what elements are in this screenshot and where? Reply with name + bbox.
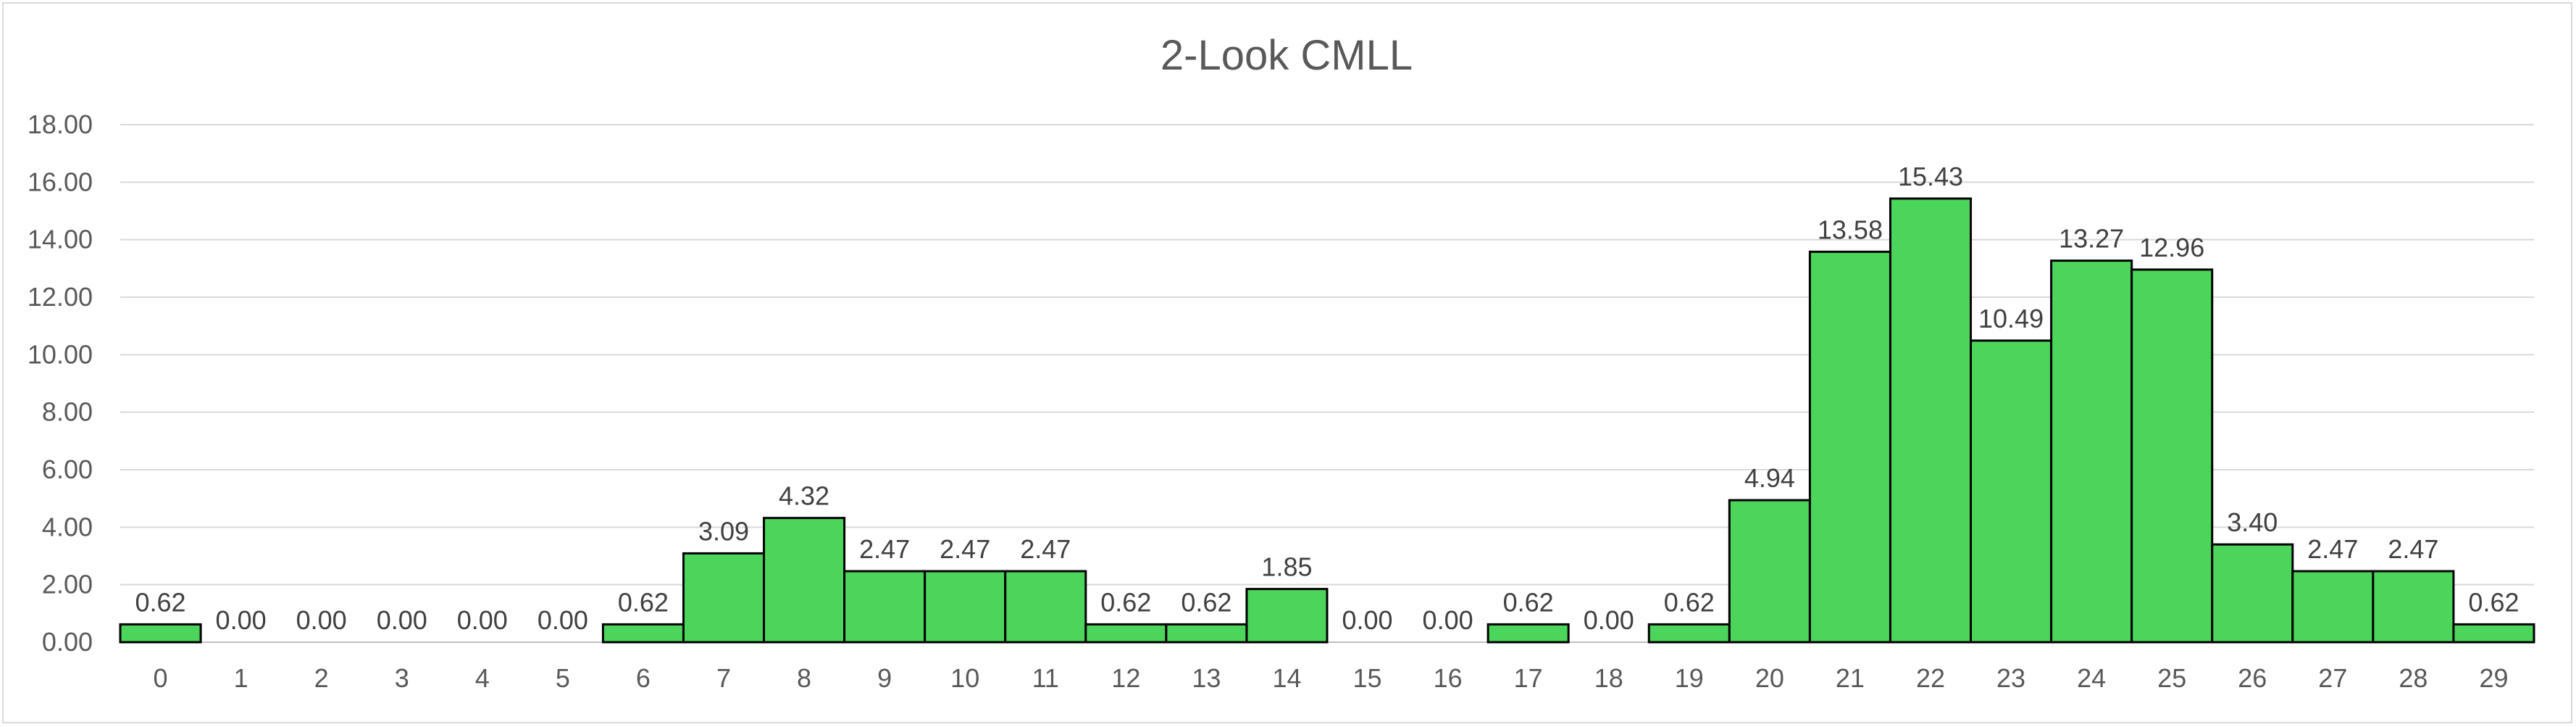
bar: [843, 570, 927, 644]
y-tick-label: 18.00: [28, 109, 93, 139]
data-label: 2.47: [1020, 534, 1071, 564]
data-label: 15.43: [1898, 162, 1963, 191]
x-tick-label: 6: [636, 663, 651, 693]
y-axis-ticks: 0.00 2.00 4.00 6.00 8.00 10.00 12.00 14.00 16.00…: [28, 109, 93, 657]
data-label: 0.62: [1100, 587, 1151, 617]
data-label: 2.47: [2388, 534, 2438, 564]
x-tick-label: 10: [950, 663, 979, 693]
x-tick-label: 18: [1594, 663, 1623, 693]
data-label: 0.00: [377, 605, 427, 635]
x-tick-label: 1: [234, 663, 248, 693]
x-tick-label: 5: [556, 663, 570, 693]
x-tick-label: 24: [2077, 663, 2106, 693]
data-label: 0.00: [538, 605, 588, 635]
x-tick-label: 28: [2399, 663, 2427, 693]
data-label: 0.00: [216, 605, 267, 635]
y-tick-label: 8.00: [42, 397, 93, 427]
data-label: 0.62: [1503, 587, 1554, 617]
bar: [1245, 588, 1329, 644]
bar: [1647, 623, 1731, 644]
bar: [1728, 499, 1811, 644]
x-tick-label: 13: [1192, 663, 1221, 693]
data-label: 10.49: [1978, 304, 2044, 333]
data-label: 0.00: [1423, 605, 1473, 635]
x-axis-ticks: 0 1 2 3 4 5 6 7 8 9 10 11 12 13 14 15 16 17 18 19 20 21 22 23 24…: [154, 663, 2509, 693]
bar: [2291, 570, 2375, 644]
y-tick-label: 12.00: [28, 282, 93, 312]
x-tick-label: 23: [1996, 663, 2025, 693]
y-tick-label: 10.00: [28, 339, 93, 369]
data-label: 0.62: [1181, 587, 1231, 617]
data-labels: 0.62 0.00 0.00 0.00 0.00 0.00 0.62 3.09 4.32 2.47…: [135, 162, 2519, 635]
x-tick-label: 25: [2157, 663, 2186, 693]
data-label: 0.62: [135, 587, 185, 617]
data-label: 0.62: [618, 587, 669, 617]
x-tick-label: 16: [1434, 663, 1463, 693]
y-tick-label: 14.00: [28, 225, 93, 254]
data-label: 0.00: [1342, 605, 1392, 635]
bar: [2130, 268, 2214, 644]
bar: [601, 623, 685, 644]
data-label: 0.00: [296, 605, 347, 635]
x-tick-label: 8: [797, 663, 811, 693]
data-label: 4.94: [1744, 463, 1795, 493]
x-tick-label: 15: [1353, 663, 1382, 693]
bar: [924, 570, 1007, 644]
x-tick-label: 7: [716, 663, 731, 693]
x-tick-label: 11: [1032, 663, 1059, 693]
y-tick-label: 6.00: [42, 454, 93, 484]
data-label: 0.00: [1584, 605, 1634, 635]
y-tick-label: 16.00: [28, 167, 93, 196]
data-label: 0.00: [457, 605, 508, 635]
bar: [1889, 197, 1973, 644]
bar: [119, 623, 202, 644]
x-tick-label: 3: [395, 663, 409, 693]
x-tick-label: 17: [1514, 663, 1543, 693]
bar: [1970, 339, 2053, 644]
data-label: 2.47: [940, 534, 990, 564]
data-label: 0.62: [1664, 587, 1715, 617]
bar: [763, 517, 846, 644]
bar: [1004, 570, 1087, 644]
data-label: 12.96: [2139, 233, 2204, 262]
data-label: 2.47: [2307, 534, 2358, 564]
x-tick-label: 9: [877, 663, 892, 693]
bar: [1808, 250, 1891, 644]
x-tick-label: 21: [1836, 663, 1865, 693]
x-tick-label: 12: [1111, 663, 1140, 693]
data-label: 13.27: [2059, 224, 2124, 254]
x-tick-label: 4: [475, 663, 490, 693]
x-tick-label: 20: [1755, 663, 1784, 693]
bar: [2050, 259, 2133, 644]
data-label: 3.09: [698, 516, 749, 546]
bar: [682, 552, 766, 644]
bars: [119, 197, 2535, 644]
chart-title: 2-Look CMLL: [1161, 32, 1413, 79]
x-tick-label: 2: [314, 663, 329, 693]
data-label: 13.58: [1818, 215, 1883, 244]
data-label: 2.47: [859, 534, 910, 564]
x-tick-label: 27: [2318, 663, 2347, 693]
data-label: 3.40: [2227, 507, 2278, 537]
y-tick-label: 2.00: [42, 570, 93, 599]
data-label: 1.85: [1261, 552, 1312, 582]
y-tick-label: 0.00: [42, 627, 93, 657]
bar: [1486, 623, 1570, 644]
data-label: 4.32: [779, 481, 829, 511]
x-tick-label: 29: [2479, 663, 2508, 693]
bar: [2452, 623, 2535, 644]
x-tick-label: 0: [154, 663, 168, 693]
data-label: 0.62: [2468, 587, 2519, 617]
x-tick-label: 19: [1675, 663, 1704, 693]
x-tick-label: 22: [1916, 663, 1945, 693]
bar: [1084, 623, 1168, 644]
bar: [2211, 543, 2294, 644]
bar: [2372, 570, 2455, 644]
x-tick-label: 14: [1272, 663, 1301, 693]
x-tick-label: 26: [2238, 663, 2267, 693]
y-tick-label: 4.00: [42, 512, 93, 541]
bar: [1165, 623, 1248, 644]
